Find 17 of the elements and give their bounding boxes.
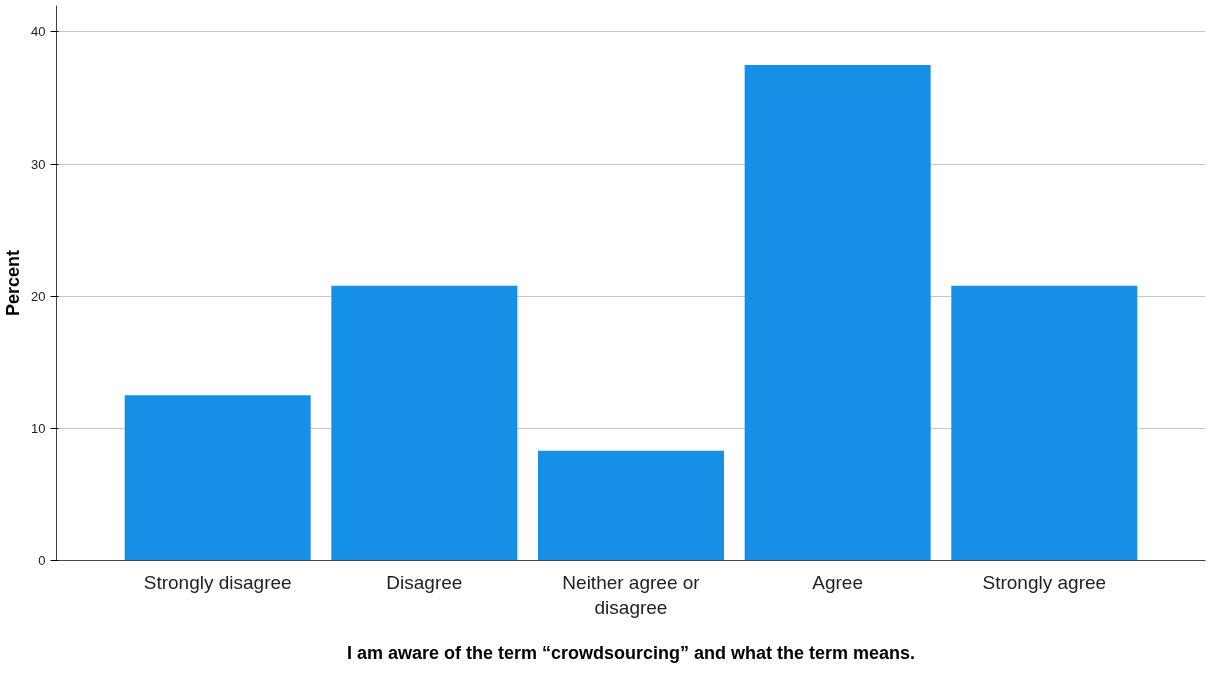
y-tick-label: 20 xyxy=(31,288,46,304)
y-axis-title: Percent xyxy=(3,249,24,317)
bar xyxy=(951,285,1138,561)
y-tick-label: 0 xyxy=(38,553,46,568)
bar xyxy=(538,450,724,561)
x-tick-label: Neither agree or disagree xyxy=(562,571,701,618)
bar xyxy=(744,64,931,561)
bar xyxy=(124,395,311,561)
bar xyxy=(331,285,518,561)
x-tick-label: Strongly disagree xyxy=(143,571,292,593)
y-tick-label: 10 xyxy=(31,420,46,436)
x-tick-label: Agree xyxy=(812,571,864,593)
y-tick-label: 40 xyxy=(31,24,46,40)
x-tick-label: Strongly agree xyxy=(982,571,1107,593)
x-tick-label: Disagree xyxy=(386,571,463,593)
y-tick-label: 30 xyxy=(31,156,46,172)
x-axis-title: I am aware of the term “crowdsourcing” and what the term means. xyxy=(346,642,916,663)
